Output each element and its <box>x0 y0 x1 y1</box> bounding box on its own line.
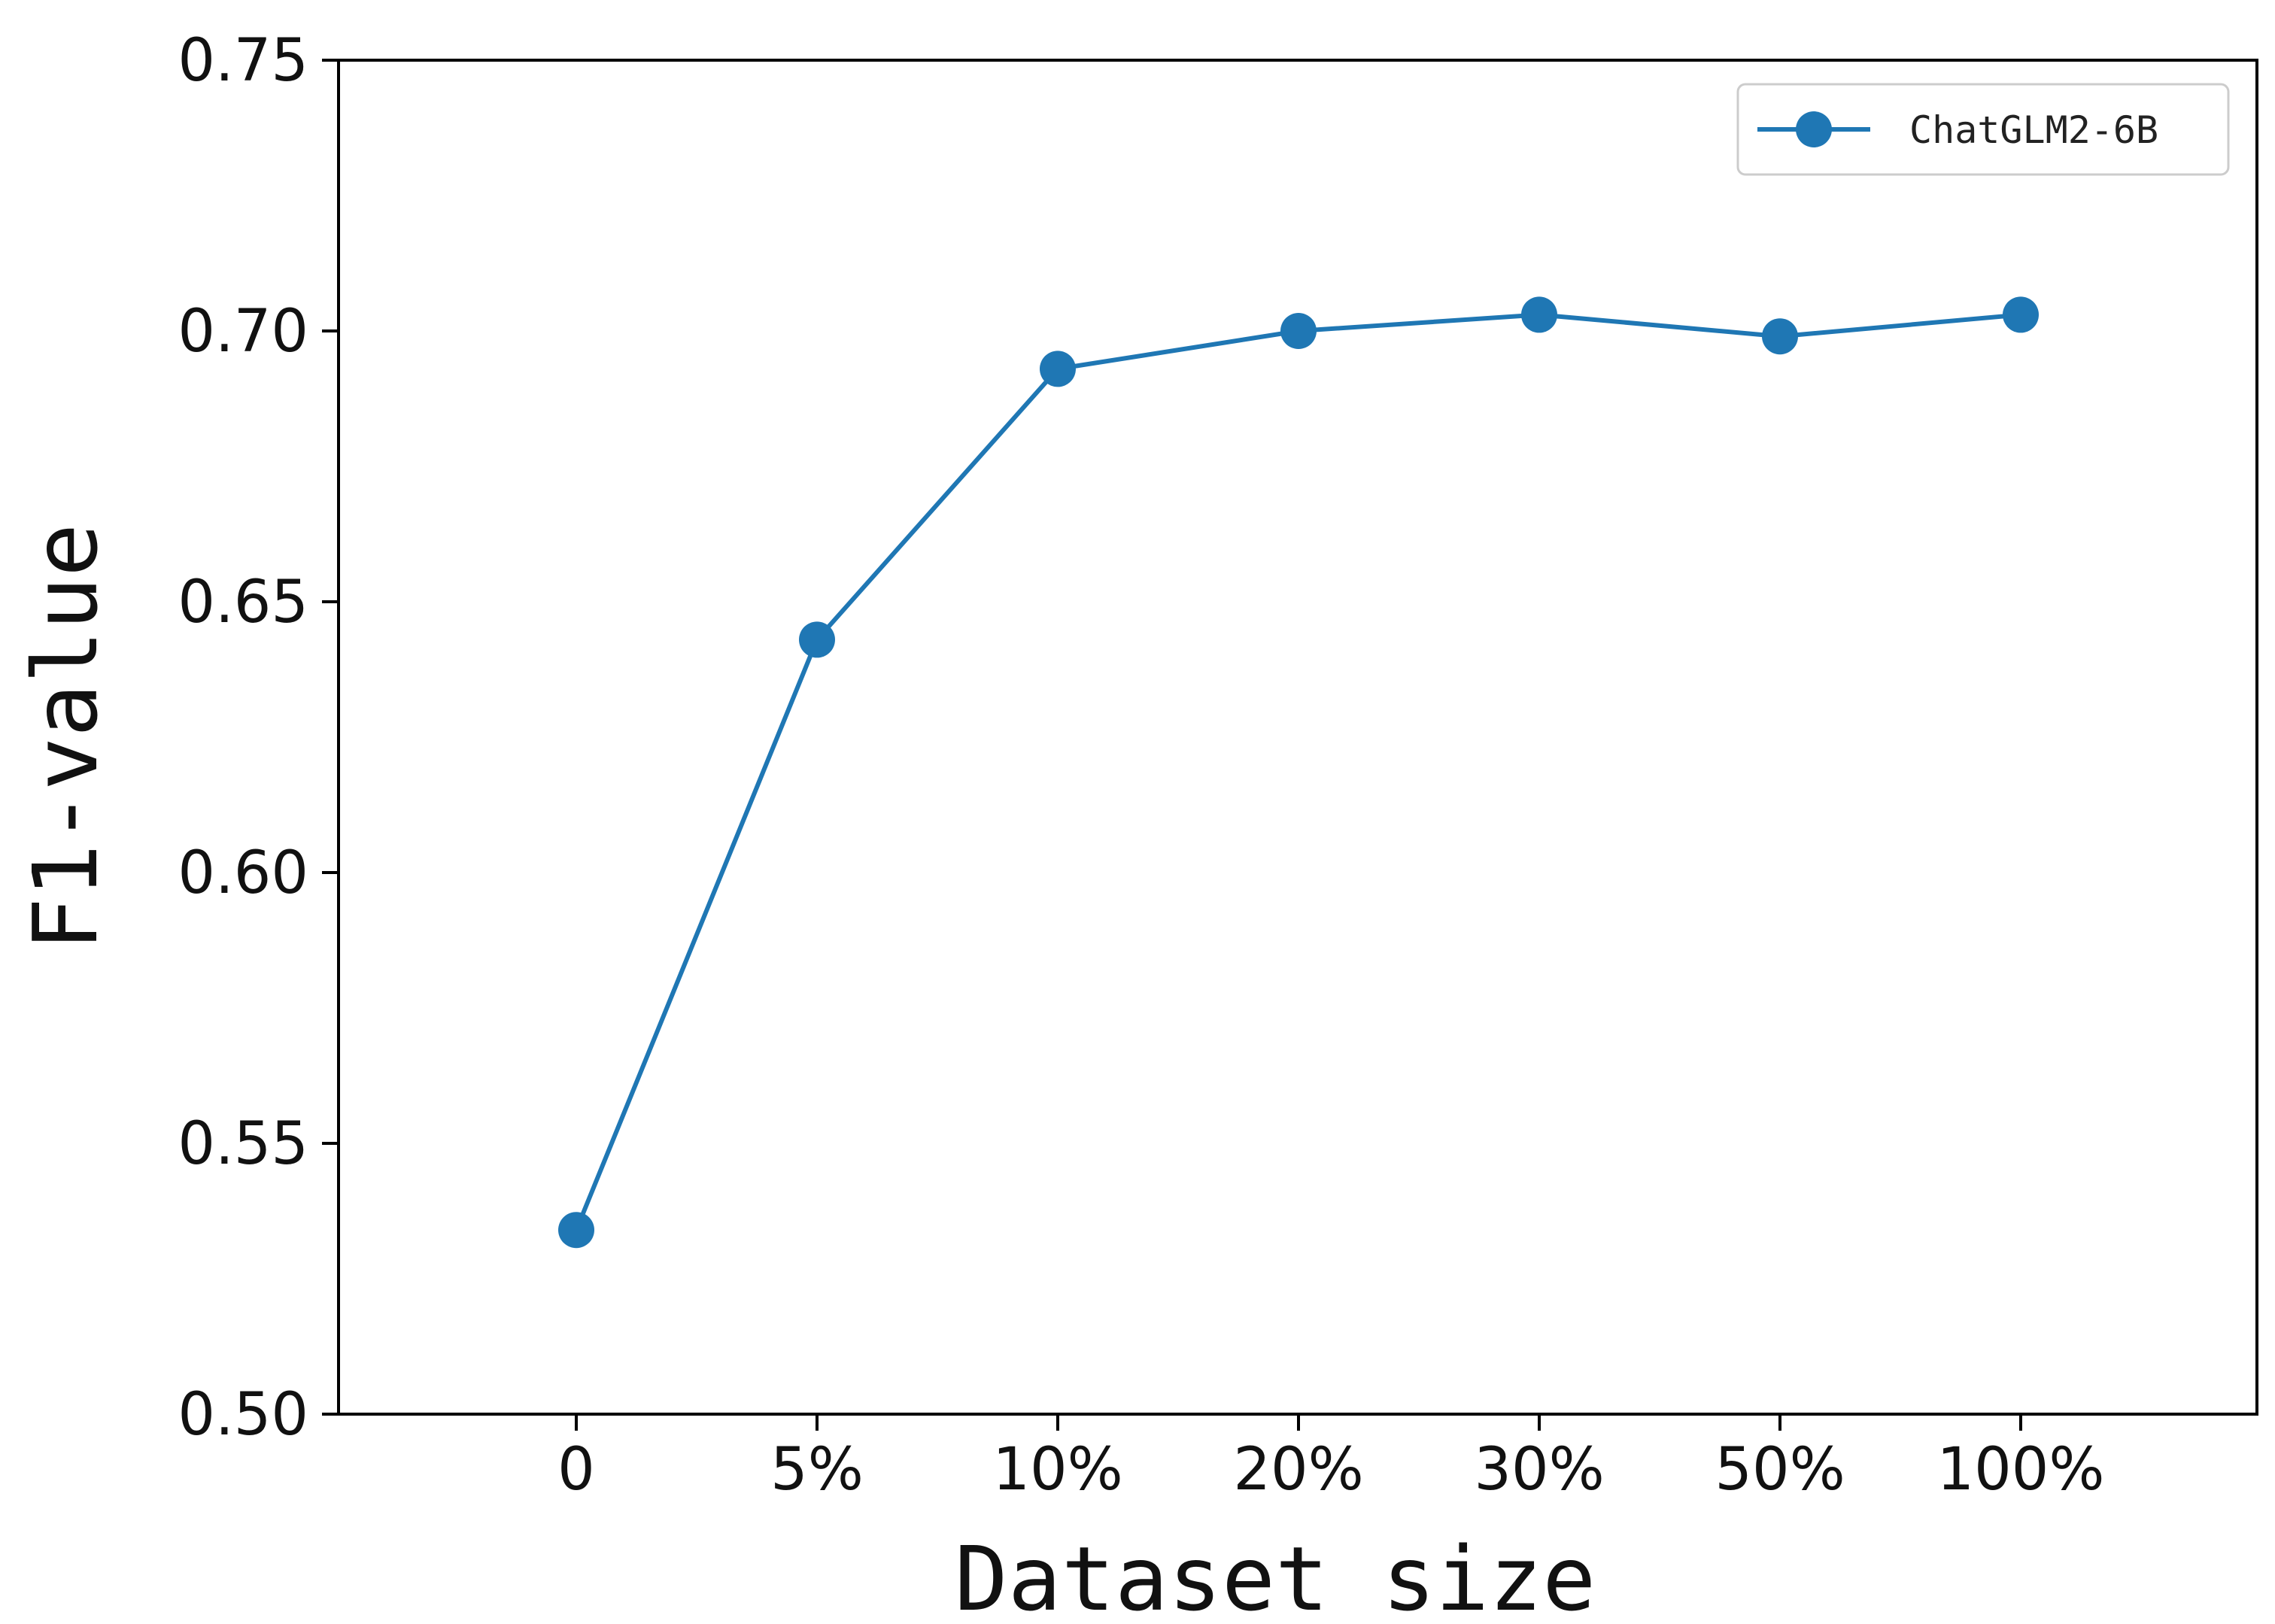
y-axis-title: F1-value <box>14 524 117 951</box>
x-tick-label: 10% <box>992 1436 1122 1504</box>
x-tick-label: 5% <box>770 1436 864 1504</box>
legend-label: ChatGLM2-6B <box>1909 108 2158 152</box>
data-point <box>2003 296 2039 333</box>
y-tick-label: 0.50 <box>178 1381 308 1449</box>
data-point <box>799 621 835 658</box>
y-tick-label: 0.55 <box>178 1110 308 1178</box>
x-tick-label: 30% <box>1474 1436 1604 1504</box>
series-layer <box>558 296 2039 1249</box>
x-tick-label: 20% <box>1233 1436 1363 1504</box>
x-tick-label: 50% <box>1715 1436 1845 1504</box>
legend: ChatGLM2-6B <box>1736 83 2230 176</box>
data-point <box>1762 318 1798 355</box>
data-point <box>1280 313 1317 349</box>
y-tick-label: 0.70 <box>178 298 308 366</box>
x-axis-title: Dataset size <box>955 1527 1596 1624</box>
legend-dot-marker <box>1796 111 1832 147</box>
x-tick-label: 0 <box>557 1436 595 1504</box>
x-axis: 0 5% 10% 20% 30% 50% 100% <box>557 1414 2105 1504</box>
data-point <box>558 1212 594 1249</box>
y-tick-label: 0.75 <box>178 27 308 95</box>
data-point <box>1040 351 1076 387</box>
y-tick-label: 0.60 <box>178 839 308 907</box>
data-point <box>1521 296 1557 333</box>
y-tick-label: 0.65 <box>178 569 308 636</box>
y-axis: 0.50 0.55 0.60 0.65 0.70 0.75 <box>178 27 339 1449</box>
legend-box <box>1736 83 2230 176</box>
x-tick-label: 100% <box>1937 1436 2105 1504</box>
